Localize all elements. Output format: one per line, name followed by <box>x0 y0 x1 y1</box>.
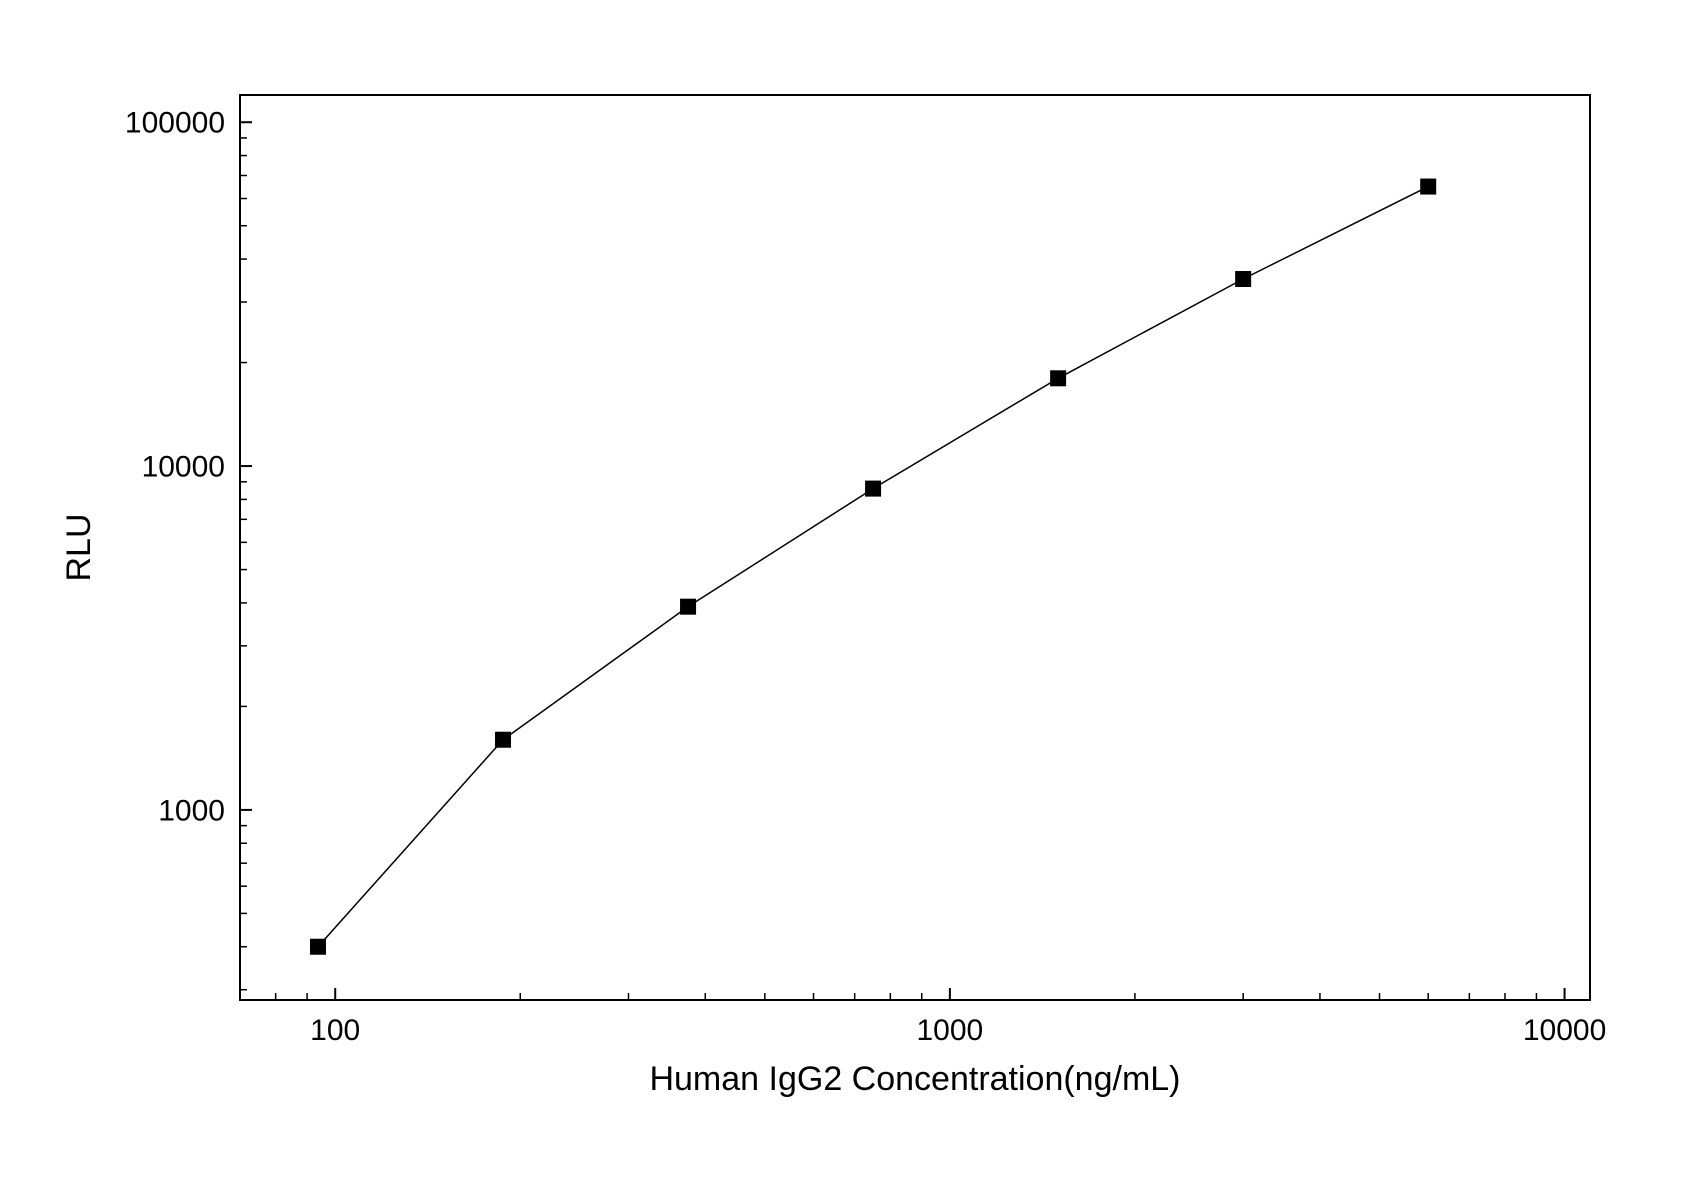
y-tick-label: 1000 <box>158 794 225 827</box>
x-tick-label: 100 <box>310 1014 360 1047</box>
series-marker <box>1235 271 1251 287</box>
series-marker <box>1050 370 1066 386</box>
series-marker <box>495 732 511 748</box>
x-tick-label: 1000 <box>917 1014 984 1047</box>
chart-svg: 100 1000 10000 1000 10000 100000 Human IgG2 Co… <box>0 0 1695 1189</box>
y-tick-label: 100000 <box>125 107 225 140</box>
series-marker <box>1420 179 1436 195</box>
y-axis-label: RLU <box>60 513 98 581</box>
series-marker <box>680 599 696 615</box>
x-axis-label: Human IgG2 Concentration(ng/mL) <box>649 1060 1180 1098</box>
chart-container: 100 1000 10000 1000 10000 100000 Human IgG2 Co… <box>0 0 1695 1189</box>
y-tick-label: 10000 <box>142 451 225 484</box>
x-tick-label: 10000 <box>1523 1014 1606 1047</box>
chart-bg <box>0 0 1695 1189</box>
series-marker <box>865 481 881 497</box>
series-marker <box>310 939 326 955</box>
